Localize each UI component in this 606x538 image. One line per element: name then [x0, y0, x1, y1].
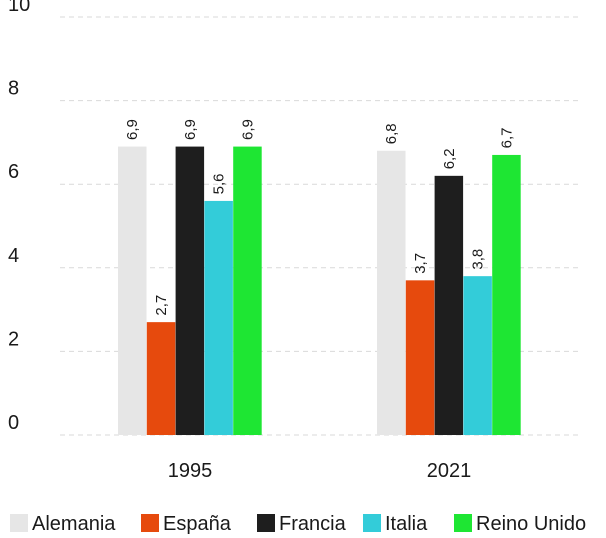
bar-italia-2021: [463, 276, 492, 435]
bar-value-label: 6,9: [182, 119, 199, 140]
bar-value-label: 5,6: [211, 173, 228, 194]
y-tick-label: 0: [8, 412, 19, 434]
bar-reino-unido-2021: [492, 154, 521, 435]
x-tick-label: 1995: [168, 460, 213, 482]
y-tick-label: 6: [8, 161, 19, 183]
legend-label: Francia: [279, 513, 347, 535]
legend-label: Reino Unido: [476, 513, 586, 535]
bar-alemania-1995: [118, 146, 147, 435]
legend-swatch: [10, 514, 28, 532]
legend-swatch: [141, 514, 159, 532]
legend: Alemania España Francia Italia Reino Unido: [10, 513, 586, 535]
x-axis-tick-labels: 1995 2021: [168, 460, 472, 482]
bar-value-label: 6,9: [239, 119, 256, 140]
bar-españa-2021: [405, 280, 435, 435]
y-tick-label: 8: [8, 78, 19, 100]
bar-value-label: 6,2: [441, 148, 458, 169]
y-tick-label: 4: [8, 245, 19, 267]
bar-italia-1995: [204, 200, 233, 435]
legend-label: Italia: [385, 513, 428, 535]
bars: [118, 146, 521, 435]
y-axis-tick-labels: 0 2 4 6 8 10: [8, 0, 30, 434]
y-tick-label: 10: [8, 0, 30, 16]
bar-españa-1995: [146, 322, 176, 435]
bar-value-label: 3,8: [470, 249, 487, 270]
legend-swatch: [363, 514, 381, 532]
bar-value-label: 6,8: [383, 123, 400, 144]
bar-value-labels: 6,9 2,7 6,9 5,6 6,9 6,8 3,7 6,2 3,8 6,7: [124, 119, 515, 315]
legend-swatch: [454, 514, 472, 532]
bar-alemania-2021: [377, 150, 406, 435]
bar-francia-2021: [434, 175, 464, 435]
y-tick-label: 2: [8, 328, 19, 350]
legend-label: España: [163, 513, 232, 535]
legend-swatch: [257, 514, 275, 532]
bar-francia-1995: [175, 146, 205, 435]
bar-value-label: 6,9: [124, 119, 141, 140]
x-tick-label: 2021: [427, 460, 472, 482]
bar-value-label: 2,7: [153, 295, 170, 316]
bar-value-label: 6,7: [498, 128, 515, 149]
bar-value-label: 3,7: [412, 253, 429, 274]
legend-label: Alemania: [32, 513, 116, 535]
bar-reino-unido-1995: [233, 146, 262, 435]
